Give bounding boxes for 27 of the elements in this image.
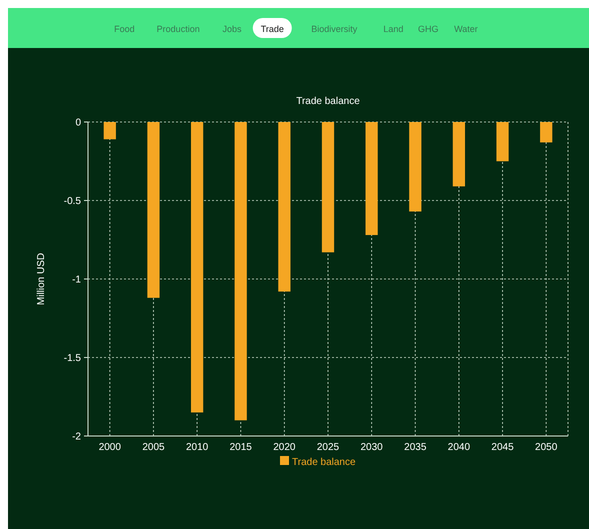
x-tick-label: 2005 — [142, 442, 166, 453]
text: Water — [454, 24, 478, 34]
x-tick-label: 2010 — [186, 442, 209, 453]
text: Food — [114, 24, 135, 34]
x-tick-label: 2045 — [491, 442, 514, 453]
x-tick-label: 2050 — [535, 442, 558, 453]
y-axis-title: Million USD — [36, 252, 47, 306]
y-tick-label: 0 — [75, 118, 82, 128]
text: Production — [156, 24, 200, 34]
text: GHG — [418, 24, 439, 34]
text: Land — [383, 24, 404, 34]
chart-title: Trade balance — [296, 96, 360, 107]
x-tick-label: 2025 — [316, 442, 340, 453]
x-tick-label: 2040 — [448, 442, 470, 453]
y-tick-label: -0.5 — [64, 196, 82, 207]
text: Biodiversity — [311, 24, 358, 34]
x-tick-label: 2015 — [230, 442, 252, 453]
text: Trade — [260, 24, 284, 34]
x-tick-label: 2030 — [360, 442, 384, 453]
y-tick-label: -1.5 — [64, 353, 82, 364]
x-tick-label: 2020 — [273, 442, 296, 453]
y-tick-label: -2 — [72, 432, 82, 442]
legend-label: Trade balance — [292, 457, 356, 468]
x-tick-label: 2035 — [404, 442, 427, 453]
text: Jobs — [222, 24, 242, 34]
x-tick-label: 2000 — [98, 442, 122, 453]
y-tick-label: -1 — [72, 274, 82, 286]
